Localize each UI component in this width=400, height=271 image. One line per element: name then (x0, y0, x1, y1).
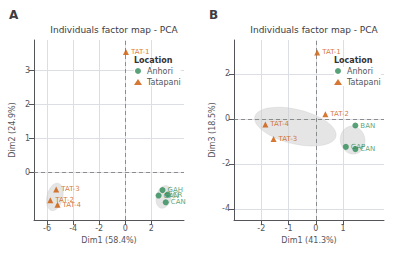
svg-text:CAN: CAN (171, 198, 186, 206)
svg-text:BAN: BAN (360, 122, 375, 130)
svg-text:0: 0 (225, 114, 230, 123)
svg-text:2: 2 (25, 100, 30, 109)
svg-text:TAT-1: TAT-1 (131, 47, 150, 56)
svg-text:Dim1 (58.4%): Dim1 (58.4%) (81, 236, 136, 245)
svg-text:Location: Location (134, 56, 173, 65)
svg-text:2: 2 (225, 69, 230, 78)
svg-text:Individuals factor map - PCA: Individuals factor map - PCA (250, 25, 378, 35)
svg-text:TAT-2: TAT-2 (329, 110, 349, 118)
svg-text:Anhori: Anhori (347, 67, 373, 76)
svg-text:2: 2 (149, 224, 154, 233)
svg-text:A: A (9, 8, 19, 22)
svg-text:-2: -2 (257, 224, 265, 233)
svg-text:Location: Location (334, 56, 373, 65)
svg-text:B: B (209, 8, 218, 22)
svg-text:Dim2 (24.9%): Dim2 (24.9%) (8, 102, 17, 157)
svg-text:-1: -1 (285, 224, 293, 233)
svg-text:CR: CR (173, 191, 183, 199)
svg-text:TAT-3: TAT-3 (60, 185, 80, 193)
svg-text:-2: -2 (95, 224, 103, 233)
svg-text:TAT-3: TAT-3 (278, 135, 298, 143)
svg-text:-4: -4 (222, 204, 230, 213)
svg-text:Tatapani: Tatapani (346, 78, 381, 87)
svg-text:-6: -6 (43, 224, 51, 233)
svg-text:Anhori: Anhori (147, 67, 173, 76)
svg-text:GAP: GAP (350, 142, 366, 151)
svg-text:0: 0 (313, 224, 318, 233)
svg-text:TAT-1: TAT-1 (322, 48, 341, 57)
svg-text:Dim1 (41.3%): Dim1 (41.3%) (281, 236, 336, 245)
svg-text:Tatapani: Tatapani (146, 78, 181, 87)
svg-text:-4: -4 (69, 224, 77, 233)
svg-text:CAN: CAN (360, 145, 375, 153)
svg-text:TAT-4: TAT-4 (269, 120, 289, 128)
svg-text:0: 0 (123, 224, 128, 233)
svg-text:1: 1 (25, 134, 30, 143)
svg-text:3: 3 (25, 66, 30, 75)
svg-text:Dim3 (18.5%): Dim3 (18.5%) (208, 102, 217, 157)
svg-text:1: 1 (341, 224, 346, 233)
svg-text:-2: -2 (222, 159, 230, 168)
svg-text:0: 0 (25, 168, 30, 177)
svg-text:TAT-4: TAT-4 (61, 201, 81, 209)
svg-text:Individuals factor map - PCA: Individuals factor map - PCA (50, 25, 178, 35)
